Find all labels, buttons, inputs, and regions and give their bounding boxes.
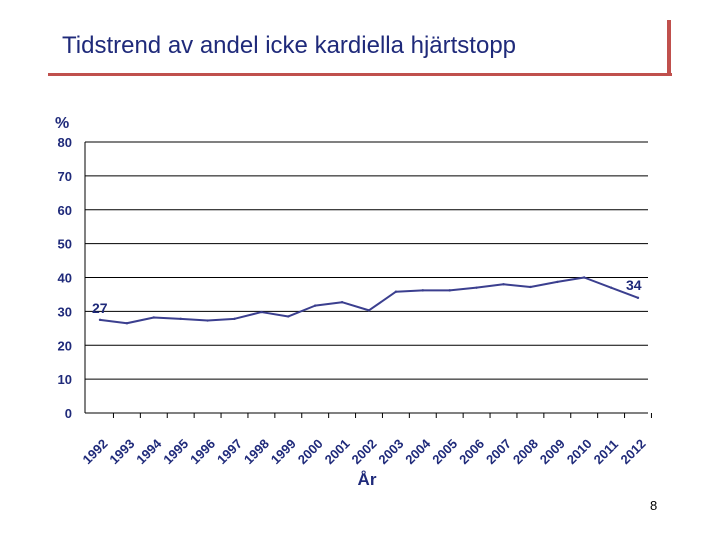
slide-title: Tidstrend av andel icke kardiella hjärts… (62, 32, 517, 59)
x-axis-label: År (358, 470, 377, 489)
annotation-2012: 34 (626, 277, 642, 293)
x-tick-label-2010: 2010 (564, 436, 595, 467)
data-point-2011 (609, 286, 613, 289)
page-number: 8 (650, 498, 658, 513)
data-point-1994 (152, 316, 155, 319)
data-point-2009 (556, 280, 559, 284)
title-accent-bar (667, 20, 671, 76)
y-tick-label-60: 60 (58, 203, 72, 218)
x-tick-label-2009: 2009 (537, 436, 568, 467)
data-point-2007 (502, 283, 505, 286)
x-tick-label-2012: 2012 (618, 436, 649, 467)
x-tick-label-2011: 2011 (591, 437, 622, 468)
series-line-0 (99, 276, 639, 325)
x-tick-label-1998: 1998 (241, 436, 272, 467)
x-tick-label-2007: 2007 (483, 436, 514, 467)
data-point-2004 (421, 289, 424, 292)
data-point-1995 (179, 317, 182, 321)
y-tick-label-80: 80 (58, 135, 72, 150)
x-tick-label-1995: 1995 (160, 436, 191, 467)
data-point-1997 (233, 317, 236, 321)
annotation-1992: 27 (92, 300, 108, 316)
data-point-2001 (340, 301, 344, 304)
y-tick-label-10: 10 (58, 372, 72, 387)
data-point-1998 (260, 310, 263, 314)
data-point-2000 (314, 304, 317, 307)
x-tick-label-1992: 1992 (80, 436, 111, 467)
x-tick-label-2000: 2000 (295, 436, 326, 467)
title-underline (48, 73, 672, 76)
x-tick-label-2004: 2004 (402, 436, 434, 468)
data-point-1992 (98, 318, 102, 322)
data-point-1993 (125, 322, 129, 325)
data-point-2003 (394, 290, 398, 293)
x-tick-label-1999: 1999 (268, 436, 299, 467)
y-tick-label-40: 40 (58, 271, 72, 286)
data-point-1996 (206, 319, 209, 322)
data-point-2008 (529, 285, 532, 289)
data-point-1999 (287, 315, 290, 318)
data-point-2005 (448, 289, 451, 292)
y-tick-label-0: 0 (65, 406, 72, 421)
y-tick-label-50: 50 (58, 237, 72, 252)
x-tick-label-2006: 2006 (456, 436, 487, 467)
x-tick-label-1996: 1996 (187, 436, 218, 467)
data-point-2002 (367, 309, 371, 312)
x-tick-label-2003: 2003 (375, 436, 406, 467)
x-tick-label-1997: 1997 (214, 436, 245, 467)
y-tick-label-30: 30 (58, 304, 72, 319)
data-point-2012 (636, 296, 640, 300)
y-tick-label-70: 70 (58, 169, 72, 184)
x-tick-label-2008: 2008 (510, 436, 541, 467)
data-point-2010 (583, 276, 586, 279)
x-tick-label-2005: 2005 (429, 436, 460, 467)
x-tick-label-2001: 2001 (322, 436, 353, 467)
x-tick-label-1994: 1994 (133, 436, 165, 468)
y-tick-label-20: 20 (58, 338, 72, 353)
x-tick-label-2002: 2002 (349, 436, 380, 467)
x-tick-label-1993: 1993 (106, 436, 137, 467)
data-point-2006 (475, 286, 478, 289)
y-axis-label: % (55, 115, 69, 132)
